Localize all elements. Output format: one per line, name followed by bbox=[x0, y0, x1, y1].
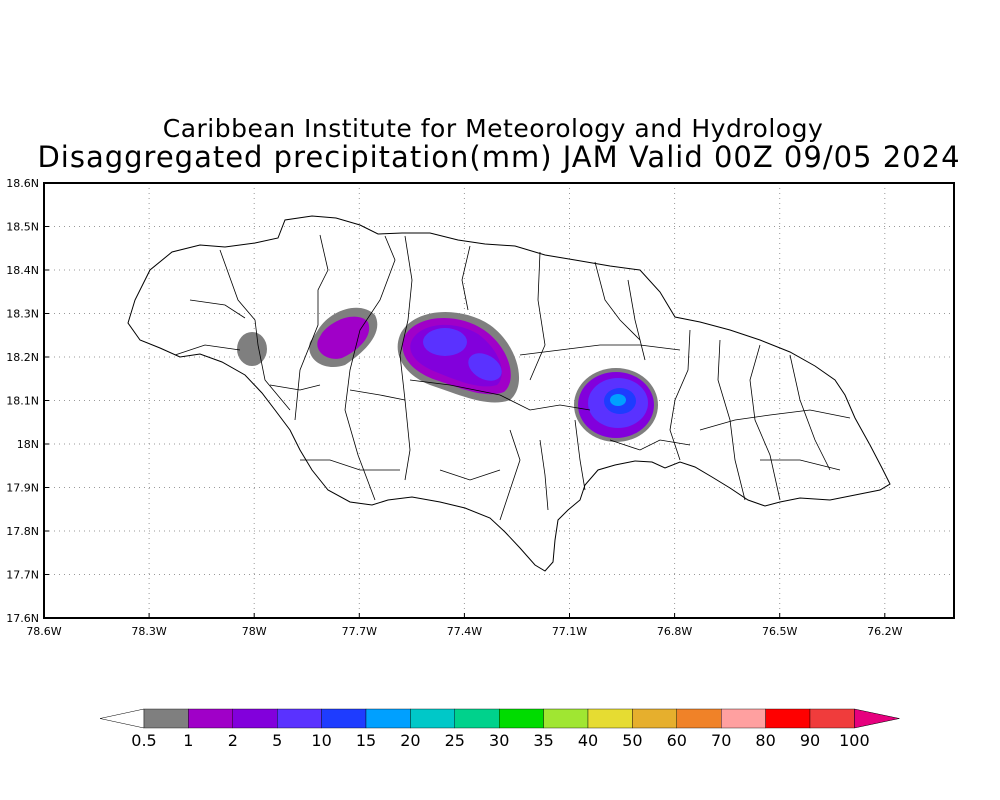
lat-tick-label: 18.4N bbox=[6, 264, 39, 277]
colorbar-swatch bbox=[499, 708, 544, 729]
parish-boundaries bbox=[174, 234, 851, 521]
lon-tick-label: 76.2W bbox=[867, 625, 902, 638]
colorbar-swatch bbox=[676, 708, 722, 729]
colorbar-swatch bbox=[410, 708, 455, 729]
chart-title-institute: Caribbean Institute for Meteorology and … bbox=[162, 114, 824, 143]
lat-tick-label: 18.2N bbox=[6, 351, 39, 364]
precip-area-central-north-core3a bbox=[423, 328, 467, 356]
colorbar-swatch bbox=[632, 708, 678, 729]
colorbar-label: 20 bbox=[400, 731, 420, 750]
lat-tick-label: 17.9N bbox=[6, 482, 39, 495]
colorbar-swatch bbox=[321, 708, 367, 729]
colorbar-swatch bbox=[543, 708, 589, 729]
lon-tick-label: 77.7W bbox=[342, 625, 377, 638]
colorbar-swatch bbox=[765, 708, 811, 729]
colorbar-label: 60 bbox=[667, 731, 687, 750]
lat-tick-label: 18.1N bbox=[6, 395, 39, 408]
lon-tick-label: 78W bbox=[242, 625, 267, 638]
lat-tick-label: 17.6N bbox=[6, 612, 39, 625]
colorbar-label: 10 bbox=[311, 731, 331, 750]
colorbar-label: 50 bbox=[622, 731, 642, 750]
colorbar-swatch bbox=[277, 708, 322, 729]
colorbar-over-arrow bbox=[854, 708, 900, 729]
colorbar-under-arrow bbox=[99, 708, 145, 729]
colorbar-swatch bbox=[587, 708, 633, 729]
jamaica-outline bbox=[127, 215, 891, 572]
precip-area-west bbox=[237, 332, 267, 366]
colorbar-swatch bbox=[232, 708, 278, 729]
precip-area-northwest-core bbox=[317, 316, 370, 359]
lon-tick-label: 77.4W bbox=[447, 625, 482, 638]
colorbar-label: 35 bbox=[533, 731, 553, 750]
lat-tick-label: 17.8N bbox=[6, 525, 39, 538]
colorbar-label: 30 bbox=[489, 731, 509, 750]
colorbar-label: 100 bbox=[839, 731, 870, 750]
precip-area-central-east-core4 bbox=[610, 394, 626, 406]
precip-area-central-north-core3b bbox=[468, 353, 502, 381]
colorbar: 0.5 1 2 5 10 15 20 25 30 35 40 50 60 70 80 90 100 bbox=[99, 708, 900, 750]
colorbar-label: 40 bbox=[578, 731, 598, 750]
colorbar-label: 90 bbox=[800, 731, 820, 750]
colorbar-label: 70 bbox=[711, 731, 731, 750]
lat-tick-label: 18N bbox=[17, 438, 39, 451]
axis-ticks: 18.6N 18.5N 18.4N 18.3N 18.2N 18.1N 18N 17.9N 17… bbox=[6, 177, 902, 638]
colorbar-label: 2 bbox=[228, 731, 238, 750]
lon-tick-label: 76.5W bbox=[762, 625, 797, 638]
lat-tick-label: 18.5N bbox=[6, 221, 39, 234]
precipitation-shading bbox=[237, 307, 658, 442]
colorbar-swatch bbox=[809, 708, 855, 729]
lat-tick-label: 18.6N bbox=[6, 177, 39, 190]
colorbar-swatch bbox=[143, 708, 189, 729]
colorbar-label: 1 bbox=[183, 731, 193, 750]
colorbar-swatch bbox=[365, 708, 411, 729]
colorbar-label: 5 bbox=[272, 731, 282, 750]
colorbar-label: 0.5 bbox=[131, 731, 156, 750]
lon-tick-label: 77.1W bbox=[552, 625, 587, 638]
colorbar-swatch bbox=[454, 708, 500, 729]
colorbar-label: 25 bbox=[445, 731, 465, 750]
lat-tick-label: 17.7N bbox=[6, 569, 39, 582]
chart-title-product: Disaggregated precipitation(mm) JAM Vali… bbox=[37, 140, 961, 174]
colorbar-swatch bbox=[188, 708, 233, 729]
lon-tick-label: 78.6W bbox=[26, 625, 61, 638]
colorbar-label: 80 bbox=[755, 731, 775, 750]
lat-tick-label: 18.3N bbox=[6, 308, 39, 321]
lon-tick-label: 76.8W bbox=[657, 625, 692, 638]
colorbar-swatch bbox=[721, 708, 766, 729]
lon-tick-label: 78.3W bbox=[131, 625, 166, 638]
colorbar-label: 15 bbox=[356, 731, 376, 750]
